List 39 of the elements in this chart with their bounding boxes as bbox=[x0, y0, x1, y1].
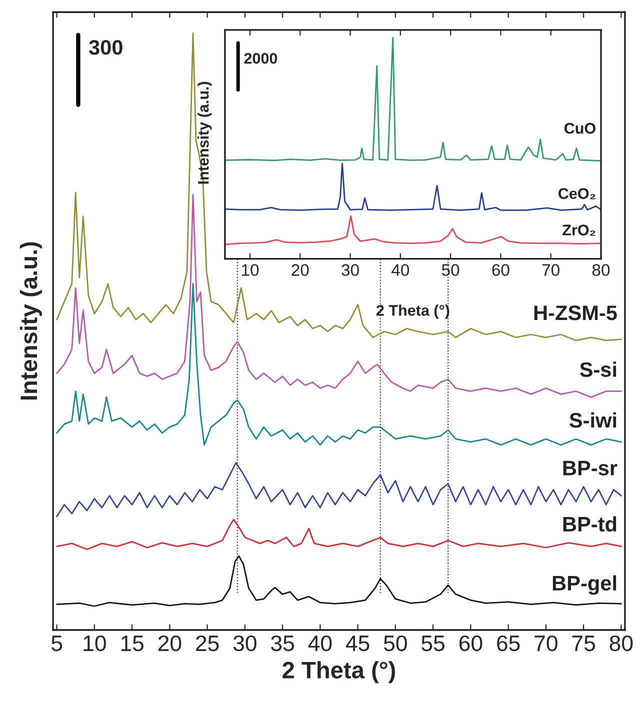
series-label: BP-sr bbox=[563, 460, 618, 476]
x-tick-label: 60 bbox=[459, 635, 482, 652]
series-label: CeO₂ bbox=[558, 188, 596, 200]
series-label: S-iwi bbox=[569, 412, 616, 428]
x-tick-label: 30 bbox=[233, 635, 256, 652]
x-tick-label: 35 bbox=[271, 635, 294, 652]
x-tick-label: 45 bbox=[346, 636, 370, 652]
x-tick-label: 10 bbox=[242, 264, 259, 276]
x-tick-label: 10 bbox=[84, 635, 106, 652]
series-label: BP-gel bbox=[552, 575, 616, 595]
x-tick-label: 40 bbox=[392, 264, 410, 276]
x-axis-title: 2 Theta (°) bbox=[376, 304, 450, 319]
x-tick-label: 25 bbox=[196, 635, 219, 652]
x-tick-label: 50 bbox=[442, 264, 460, 276]
x-tick-label: 80 bbox=[592, 264, 610, 276]
y-axis-title: Intensity (a.u.) bbox=[198, 82, 212, 184]
series-label: H-ZSM-5 bbox=[534, 305, 617, 320]
x-tick-label: 70 bbox=[534, 635, 558, 652]
x-tick-label: 15 bbox=[121, 636, 144, 652]
series-label: BP-td bbox=[563, 516, 616, 532]
series-label: S-si bbox=[580, 362, 616, 377]
x-tick-label: 55 bbox=[422, 636, 444, 652]
series-label: ZrO₂ bbox=[562, 224, 596, 236]
x-tick-label: 50 bbox=[384, 635, 407, 652]
x-tick-label: 60 bbox=[492, 264, 510, 276]
y-axis-title: Intensity (a.u.) bbox=[20, 242, 42, 400]
x-tick-label: 70 bbox=[542, 264, 560, 276]
x-tick-label: 40 bbox=[308, 635, 332, 652]
x-tick-label: 80 bbox=[610, 635, 633, 652]
x-tick-label: 75 bbox=[572, 636, 595, 652]
x-tick-label: 20 bbox=[158, 635, 182, 652]
annotation: 300 bbox=[88, 40, 122, 55]
x-tick-label: 20 bbox=[292, 264, 309, 276]
x-axis-title: 2 Theta (°) bbox=[282, 661, 396, 684]
series-label: CuO bbox=[564, 122, 596, 134]
x-tick-label: 5 bbox=[52, 636, 62, 652]
x-tick-label: 30 bbox=[342, 264, 359, 276]
annotation: 2000 bbox=[244, 52, 278, 64]
x-tick-label: 65 bbox=[497, 635, 520, 652]
